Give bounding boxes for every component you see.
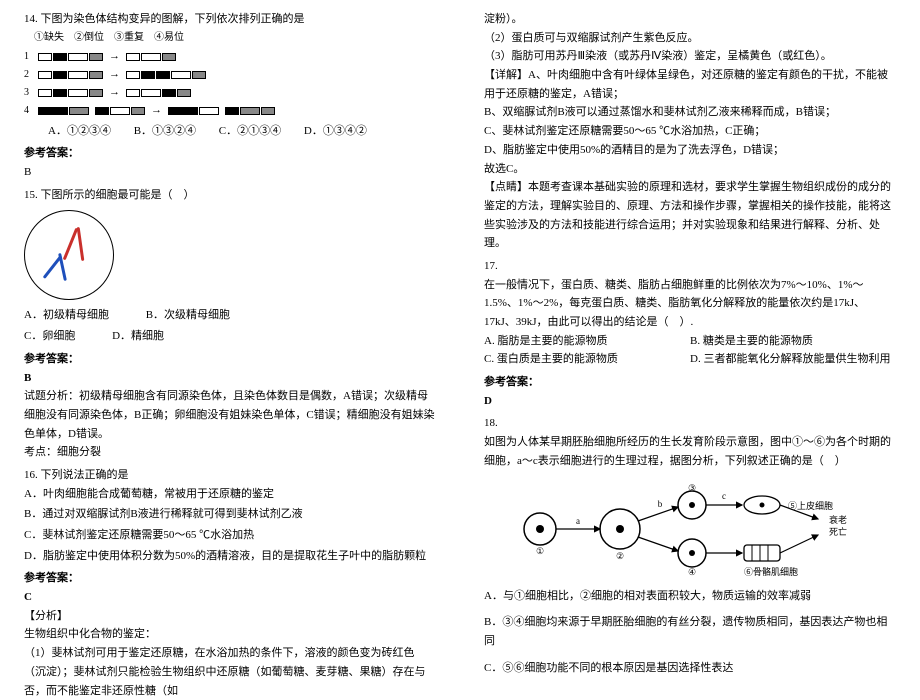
q14-options: A．①②③④ B．①③②④ C．②①③④ D．①③④② [24, 122, 436, 141]
svg-text:①: ① [536, 546, 544, 556]
svg-text:④: ④ [688, 567, 696, 577]
q15-analysis: 试题分析：初级精母细胞含有同源染色体，且染色体数目是偶数，A错误；次级精母细胞没… [24, 387, 436, 443]
q14-text: 14. 下图为染色体结构变异的图解，下列依次排列正确的是 [24, 10, 436, 29]
cont-dA: A、叶肉细胞中含有叶绿体呈绿色，对还原糖的鉴定有颜色的干扰，不能被用于还原糖的鉴… [484, 69, 888, 100]
left-column: 14. 下图为染色体结构变异的图解，下列依次排列正确的是 ①缺失 ②倒位 ③重复… [0, 0, 460, 651]
q14-ans-label: 参考答案： [24, 144, 436, 163]
q17: 17. 在一般情况下，蛋白质、糖类、脂肪占细胞鲜重的比例依次为7%～10%、1%… [484, 257, 896, 411]
q16-optB: B．通过对双缩脲试剂B液进行稀释就可得到斐林试剂乙液 [24, 505, 436, 524]
q16-optA: A．叶肉细胞能合成葡萄糖，常被用于还原糖的鉴定 [24, 485, 436, 504]
svg-text:b: b [658, 499, 663, 509]
q18: 18. 如图为人体某早期胚胎细胞所经历的生长发育阶段示意图，图中①～⑥为各个时期… [484, 414, 896, 677]
cont-l1: （2）蛋白质可与双缩脲试剂产生紫色反应。 [484, 29, 896, 48]
q15-optC: C．卵细胞 [24, 330, 75, 342]
cont-so: 故选C。 [484, 160, 896, 179]
q17-num: 17. [484, 257, 896, 276]
q14-optD: D．①③④② [304, 125, 367, 137]
cont-l2: （3）脂肪可用苏丹Ⅲ染液（或苏丹Ⅳ染液）鉴定，呈橘黄色（或红色）。 [484, 47, 896, 66]
q14-diagram: 1 → 2 → 3 → 4 → [24, 50, 436, 118]
q17-optD: D. 三者都能氧化分解释放能量供生物利用 [690, 350, 896, 369]
q16-fx-title: 生物组织中化合物的鉴定： [24, 625, 436, 644]
svg-text:a: a [576, 516, 580, 526]
q16-text: 16. 下列说法正确的是 [24, 466, 436, 485]
q18-text: 如图为人体某早期胚胎细胞所经历的生长发育阶段示意图，图中①～⑥为各个时期的细胞，… [484, 433, 896, 470]
q17-ans: D [484, 392, 896, 411]
q15: 15. 下图所示的细胞最可能是（ ） A．初级精母细胞 B．次级精母细胞 C．卵… [24, 186, 436, 462]
q16-optD: D．脂肪鉴定中使用体积分数为50%的酒精溶液，目的是提取花生子叶中的脂肪颗粒 [24, 547, 436, 566]
q15-optD: D．精细胞 [112, 330, 164, 342]
q16-ans-label: 参考答案： [24, 569, 436, 588]
q18-optA: A．与①细胞相比，②细胞的相对表面积较大，物质运输的效率减弱 [484, 587, 896, 606]
svg-text:衰老: 衰老 [829, 514, 847, 525]
q15-cell-diagram [24, 210, 114, 300]
q17-optB: B. 糖类是主要的能源物质 [690, 332, 896, 351]
q14-ans: B [24, 163, 436, 182]
q18-diagram: ① a ② b ③ ④ c ⑤上皮细胞 [510, 479, 870, 579]
q14-optA: A．①②③④ [48, 125, 111, 137]
q17-optC: C. 蛋白质是主要的能源物质 [484, 350, 690, 369]
q17-optA: A. 脂肪是主要的能源物质 [484, 332, 690, 351]
point-text: 本题考查课本基础实验的原理和选材，要求学生掌握生物组织成份的成分的鉴定的方法，理… [484, 181, 891, 249]
q14-opts-prefix: ①缺失 ②倒位 ③重复 ④易位 [34, 29, 436, 46]
svg-text:⑤上皮细胞: ⑤上皮细胞 [788, 500, 833, 511]
q15-ans: B [24, 369, 436, 388]
q16-ans: C [24, 588, 436, 607]
right-column: 淀粉）。 （2）蛋白质可与双缩脲试剂产生紫色反应。 （3）脂肪可用苏丹Ⅲ染液（或… [460, 0, 920, 651]
cont-dD: D、脂肪鉴定中使用50%的酒精目的是为了洗去浮色，D错误； [484, 141, 896, 160]
q16-fx-label: 【分析】 [24, 607, 436, 626]
q16: 16. 下列说法正确的是 A．叶肉细胞能合成葡萄糖，常被用于还原糖的鉴定 B．通… [24, 466, 436, 700]
q17-ans-label: 参考答案： [484, 373, 896, 392]
q16-fx1: （1）斐林试剂可用于鉴定还原糖，在水浴加热的条件下，溶液的颜色变为砖红色（沉淀）… [24, 644, 436, 700]
q15-text: 15. 下图所示的细胞最可能是（ ） [24, 186, 436, 205]
q18-optB: B．③④细胞均来源于早期胚胎细胞的有丝分裂，遗传物质相同，基因表达产物也相同 [484, 613, 896, 650]
q15-optB: B．次级精母细胞 [146, 309, 230, 321]
q15-options: A．初级精母细胞 B．次级精母细胞 C．卵细胞 D．精细胞 [24, 306, 436, 345]
cont-dC: C、斐林试剂鉴定还原糖需要50～65 ℃水浴加热，C正确； [484, 122, 896, 141]
q18-num: 18. [484, 414, 896, 433]
svg-text:死亡: 死亡 [829, 526, 847, 537]
q15-point: 考点：细胞分裂 [24, 443, 436, 462]
q18-optC: C．⑤⑥细胞功能不同的根本原因是基因选择性表达 [484, 659, 896, 678]
svg-text:②: ② [616, 551, 624, 561]
svg-text:c: c [722, 491, 726, 501]
cont-dB: B、双缩脲试剂B液可以通过蒸馏水和斐林试剂乙液来稀释而成，B错误； [484, 103, 896, 122]
q16-cont: 淀粉）。 （2）蛋白质可与双缩脲试剂产生紫色反应。 （3）脂肪可用苏丹Ⅲ染液（或… [484, 10, 896, 253]
svg-text:③: ③ [688, 483, 696, 493]
q17-text: 在一般情况下，蛋白质、糖类、脂肪占细胞鲜重的比例依次为7%～10%、1%～1.5… [484, 276, 896, 332]
q14-optC: C．②①③④ [219, 125, 281, 137]
detail-label: 【详解】 [484, 69, 528, 81]
svg-text:⑥骨骼肌细胞: ⑥骨骼肌细胞 [744, 566, 798, 577]
q14-optB: B．①③②④ [134, 125, 196, 137]
q16-optC: C．斐林试剂鉴定还原糖需要50～65 ℃水浴加热 [24, 526, 436, 545]
cont-detail: 【详解】A、叶肉细胞中含有叶绿体呈绿色，对还原糖的鉴定有颜色的干扰，不能被用于还… [484, 66, 896, 103]
cont-l0: 淀粉）。 [484, 10, 896, 29]
cont-point: 【点睛】本题考查课本基础实验的原理和选材，要求学生掌握生物组织成份的成分的鉴定的… [484, 178, 896, 253]
q15-optA: A．初级精母细胞 [24, 309, 109, 321]
point-label: 【点睛】 [484, 181, 528, 193]
q14: 14. 下图为染色体结构变异的图解，下列依次排列正确的是 ①缺失 ②倒位 ③重复… [24, 10, 436, 182]
q15-ans-label: 参考答案： [24, 350, 436, 369]
